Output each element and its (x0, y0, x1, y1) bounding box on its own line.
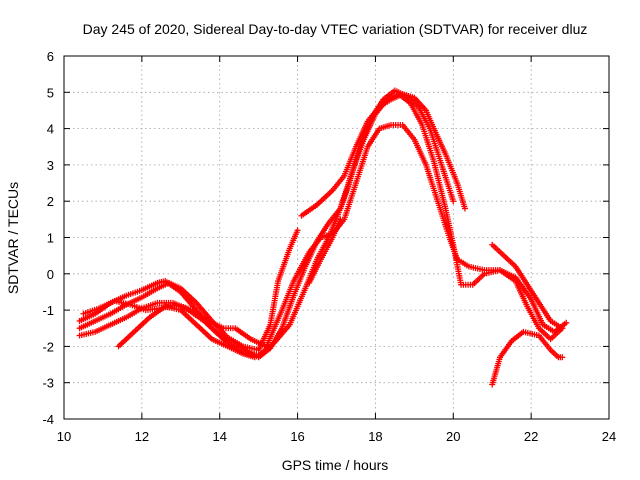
series-track-7 (489, 328, 566, 388)
x-tick-label: 10 (57, 429, 71, 444)
data-point (337, 216, 344, 223)
data-series (76, 87, 570, 388)
x-tick-label: 22 (524, 429, 538, 444)
y-tick-label: 4 (47, 122, 54, 137)
x-tick-label: 12 (135, 429, 149, 444)
y-tick-label: 1 (47, 231, 54, 246)
data-point (294, 227, 301, 234)
x-axis-label: GPS time / hours (282, 457, 389, 473)
y-tick-label: -3 (42, 376, 54, 391)
series-track-5 (115, 303, 258, 361)
y-tick-label: 0 (47, 267, 54, 282)
y-tick-label: 5 (47, 85, 54, 100)
data-point (559, 325, 566, 332)
y-tick-label: -4 (42, 412, 54, 427)
data-point (563, 319, 570, 326)
x-tick-label: 20 (446, 429, 460, 444)
series-track-6 (298, 91, 468, 219)
y-tick-label: 3 (47, 158, 54, 173)
series-track-8 (489, 241, 566, 332)
x-tick-label: 24 (602, 429, 616, 444)
y-axis-label: SDTVAR / TECUs (5, 182, 21, 294)
y-tick-label: -1 (42, 303, 54, 318)
data-point (461, 205, 468, 212)
chart-title: Day 245 of 2020, Sidereal Day-to-day VTE… (83, 21, 588, 37)
data-point (450, 198, 457, 205)
series-track-9 (306, 216, 344, 286)
data-point (559, 354, 566, 361)
x-tick-label: 16 (290, 429, 304, 444)
data-point (251, 354, 258, 361)
x-tick-label: 18 (368, 429, 382, 444)
x-tick-label: 14 (212, 429, 226, 444)
y-tick-label: 6 (47, 49, 54, 64)
y-tick-label: 2 (47, 194, 54, 209)
y-tick-label: -2 (42, 339, 54, 354)
